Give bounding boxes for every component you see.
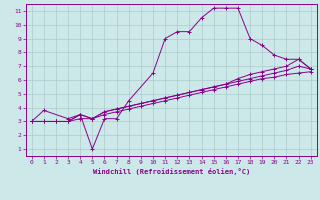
- X-axis label: Windchill (Refroidissement éolien,°C): Windchill (Refroidissement éolien,°C): [92, 168, 250, 175]
